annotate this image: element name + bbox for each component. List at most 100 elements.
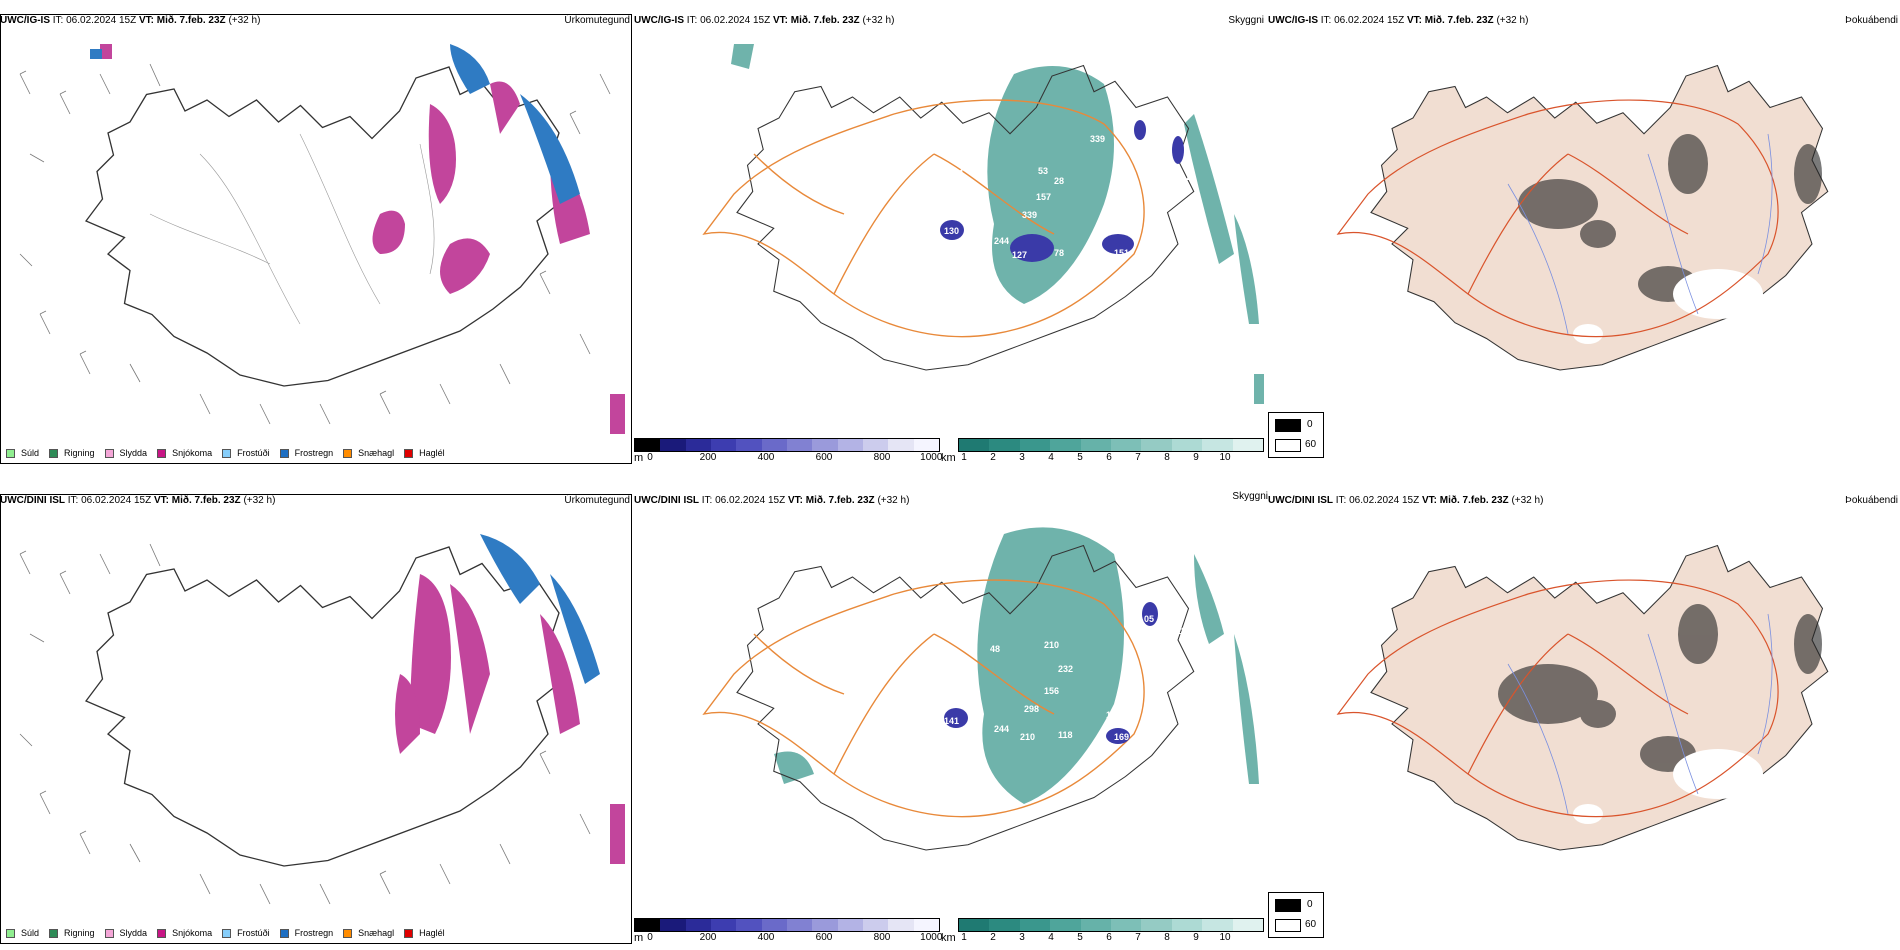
cloud-base-label: 210 [1020,732,1035,742]
it-label: IT: [701,495,713,506]
legend-item: Frostúði [222,928,270,938]
cloud-base-label: 16 [1144,156,1154,166]
visibility-colorbar [958,438,1264,452]
visibility-colorbar [958,918,1264,932]
vt-label: VT: [153,495,169,506]
cloud-base-label: 180 [1176,626,1191,636]
cloud-base-label: 127 [1012,250,1027,260]
legend-label: Frostúði [237,928,270,938]
precip-legend: Súld Rigning Slydda Snjókoma Frostúði Fr… [6,448,455,458]
panel-header: UWC/DINI ISL IT: 06.02.2024 15Z VT: Mið.… [1268,492,1900,510]
legend-swatch [222,448,232,458]
cloud-base-label: 05 [1144,614,1154,624]
precip-panel-top: UWC/IG-IS IT: 06.02.2024 15Z VT: Mið. 7.… [0,12,632,464]
legend-item: Rigning [49,448,95,458]
cloud-base-label: 310 [1096,262,1111,272]
panel-header: UWC/DINI ISL IT: 06.02.2024 15Z VT: Mið.… [0,492,632,510]
legend-swatch [157,448,167,458]
model-name: UWC/IG-IS [634,15,684,26]
cloud-map: 05 180 210 232 156 298 141 189 244 210 1… [702,527,1259,851]
km-unit-label: km [941,932,956,944]
fog-swatch-60 [1275,919,1301,932]
legend-swatch [404,448,414,458]
legend-swatch [222,928,232,938]
roads [1336,99,1779,338]
it-value: 06.02.2024 15Z [715,495,786,506]
cloud-base-label: 339 [1022,210,1037,220]
it-label: IT: [67,495,79,506]
cloud-base-label: 195 [1108,222,1123,232]
cloud-base-label: 28 [1054,176,1064,186]
legend-swatch [104,448,114,458]
cloud-panel-top: UWC/IG-IS IT: 06.02.2024 15Z VT: Mið. 7.… [634,12,1266,464]
roads [702,579,1145,818]
vt-value: Mið. 7.feb. 23Z [1439,495,1509,506]
legend-item: Snjókoma [157,448,212,458]
fog-label-0: 0 [1307,899,1313,910]
legend-label: Snjókoma [172,928,213,938]
cloud-base-label: 20 [882,728,892,738]
fog-label-60: 60 [1305,919,1317,930]
legend-swatch [279,448,289,458]
legend-swatch [343,928,353,938]
fog-swatch-0 [1275,419,1301,432]
vt-value: Mið. 7.feb. 23Z [805,495,875,506]
wind-barbs [19,63,611,425]
it-label: IT: [1320,15,1332,26]
legend-item: Frostregn [279,928,333,938]
vt-label: VT: [1421,495,1437,506]
cloud-base-labels: 339 16 23 157 339 130 244 127 78 195 151… [944,134,1196,272]
fog-swatch-0 [1275,899,1301,912]
precip-map [19,44,625,434]
lead-time: (+32 h) [1511,495,1544,506]
cloud-base-colorbar [634,438,940,452]
rivers [1507,133,1773,335]
legend-label: Snjókoma [172,448,213,458]
vt-value: Mið. 7.feb. 23Z [790,15,860,26]
vt-value: Mið. 7.feb. 23Z [171,495,241,506]
legend-item: Súld [6,448,39,458]
field-title: Úrkomutegund [564,495,630,506]
legend-swatch [6,448,15,458]
legend-item: Snæhagl [343,928,394,938]
m-ticks: 0 200 400 600 800 1000 [647,932,943,943]
it-label: IT: [1335,495,1347,506]
field-title: Þokuábendi [1845,15,1898,26]
legend-label: Súld [21,928,40,938]
vt-label: VT: [772,15,788,26]
km-unit-label: km [941,452,956,464]
low-cloud-spots [944,602,1158,744]
cloud-base-label: 210 [1044,640,1059,650]
field-title: Skyggni [1232,491,1268,502]
map-frame [0,494,632,944]
cloud-base-label: 130 [944,226,959,236]
legend-label: Haglél [419,448,445,458]
field-title: Þokuábendi [1845,495,1898,506]
panel-header: UWC/IG-IS IT: 06.02.2024 15Z VT: Mið. 7.… [1268,12,1900,30]
legend-item: Rigning [49,928,95,938]
model-name: UWC/DINI ISL [634,495,699,506]
fog-map [1336,544,1829,851]
legend-label: Slydda [119,928,148,938]
legend-item: Slydda [104,928,148,938]
legend-label: Haglél [419,928,445,938]
field-title: Úrkomutegund [564,15,630,26]
fog-legend: 0 60 [1268,412,1324,458]
m-unit-label: m [634,452,644,464]
legend-item: Haglél [404,928,445,938]
cloud-base-label: 189 [1106,710,1121,720]
cloud-base-labels: 05 180 210 232 156 298 141 189 244 210 1… [882,614,1191,742]
legend-label: Slydda [119,448,148,458]
precip-panel-bottom: UWC/DINI ISL IT: 06.02.2024 15Z VT: Mið.… [0,492,632,944]
legend-item: Súld [6,928,39,938]
cloud-base-label: 48 [990,644,1000,654]
fog-map [1336,64,1829,371]
model-name: UWC/DINI ISL [0,495,65,506]
model-name: UWC/IG-IS [1268,15,1318,26]
panel-header: UWC/IG-IS IT: 06.02.2024 15Z VT: Mið. 7.… [0,12,632,30]
cloud-base-label: 61 [954,168,964,178]
lead-time: (+32 h) [1496,15,1529,26]
snow-areas [395,574,625,864]
legend-label: Frostregn [294,448,334,458]
cloud-cover [774,527,1259,804]
